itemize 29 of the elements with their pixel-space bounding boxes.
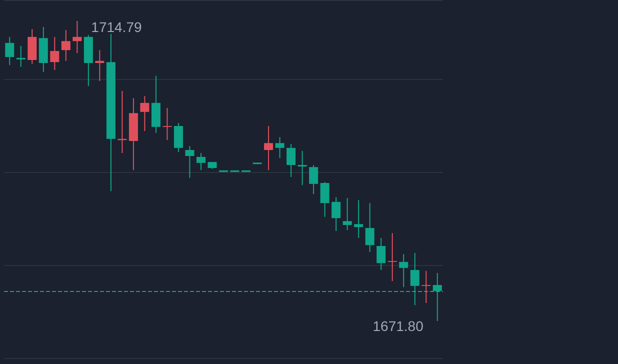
candlestick [354,200,364,238]
candlestick [72,20,82,54]
candlestick [264,126,274,171]
candlestick [5,36,14,66]
candlestick [365,202,374,253]
candlestick [174,122,183,153]
candlestick [388,232,397,282]
candlestick [16,45,26,68]
candlestick [185,146,194,178]
candlestick [320,182,330,218]
candlestick [275,136,284,159]
candlestick [422,270,431,304]
candlestick [151,75,160,134]
candlestick [332,196,341,232]
candlestick [376,237,386,271]
annotation: 1714.79 [91,19,142,35]
candlestick [309,164,318,195]
candlestick [399,254,408,288]
annotation: 1671.80 [372,318,424,334]
candlestick [95,50,104,82]
candlestick [342,198,352,231]
candlestick [196,152,206,171]
candlestick [50,36,60,70]
candlestick [61,30,70,62]
candlestick [28,28,37,64]
candlestick [298,150,307,186]
candlestick [286,144,296,178]
candlestick [162,108,172,141]
candlestick [140,96,150,132]
